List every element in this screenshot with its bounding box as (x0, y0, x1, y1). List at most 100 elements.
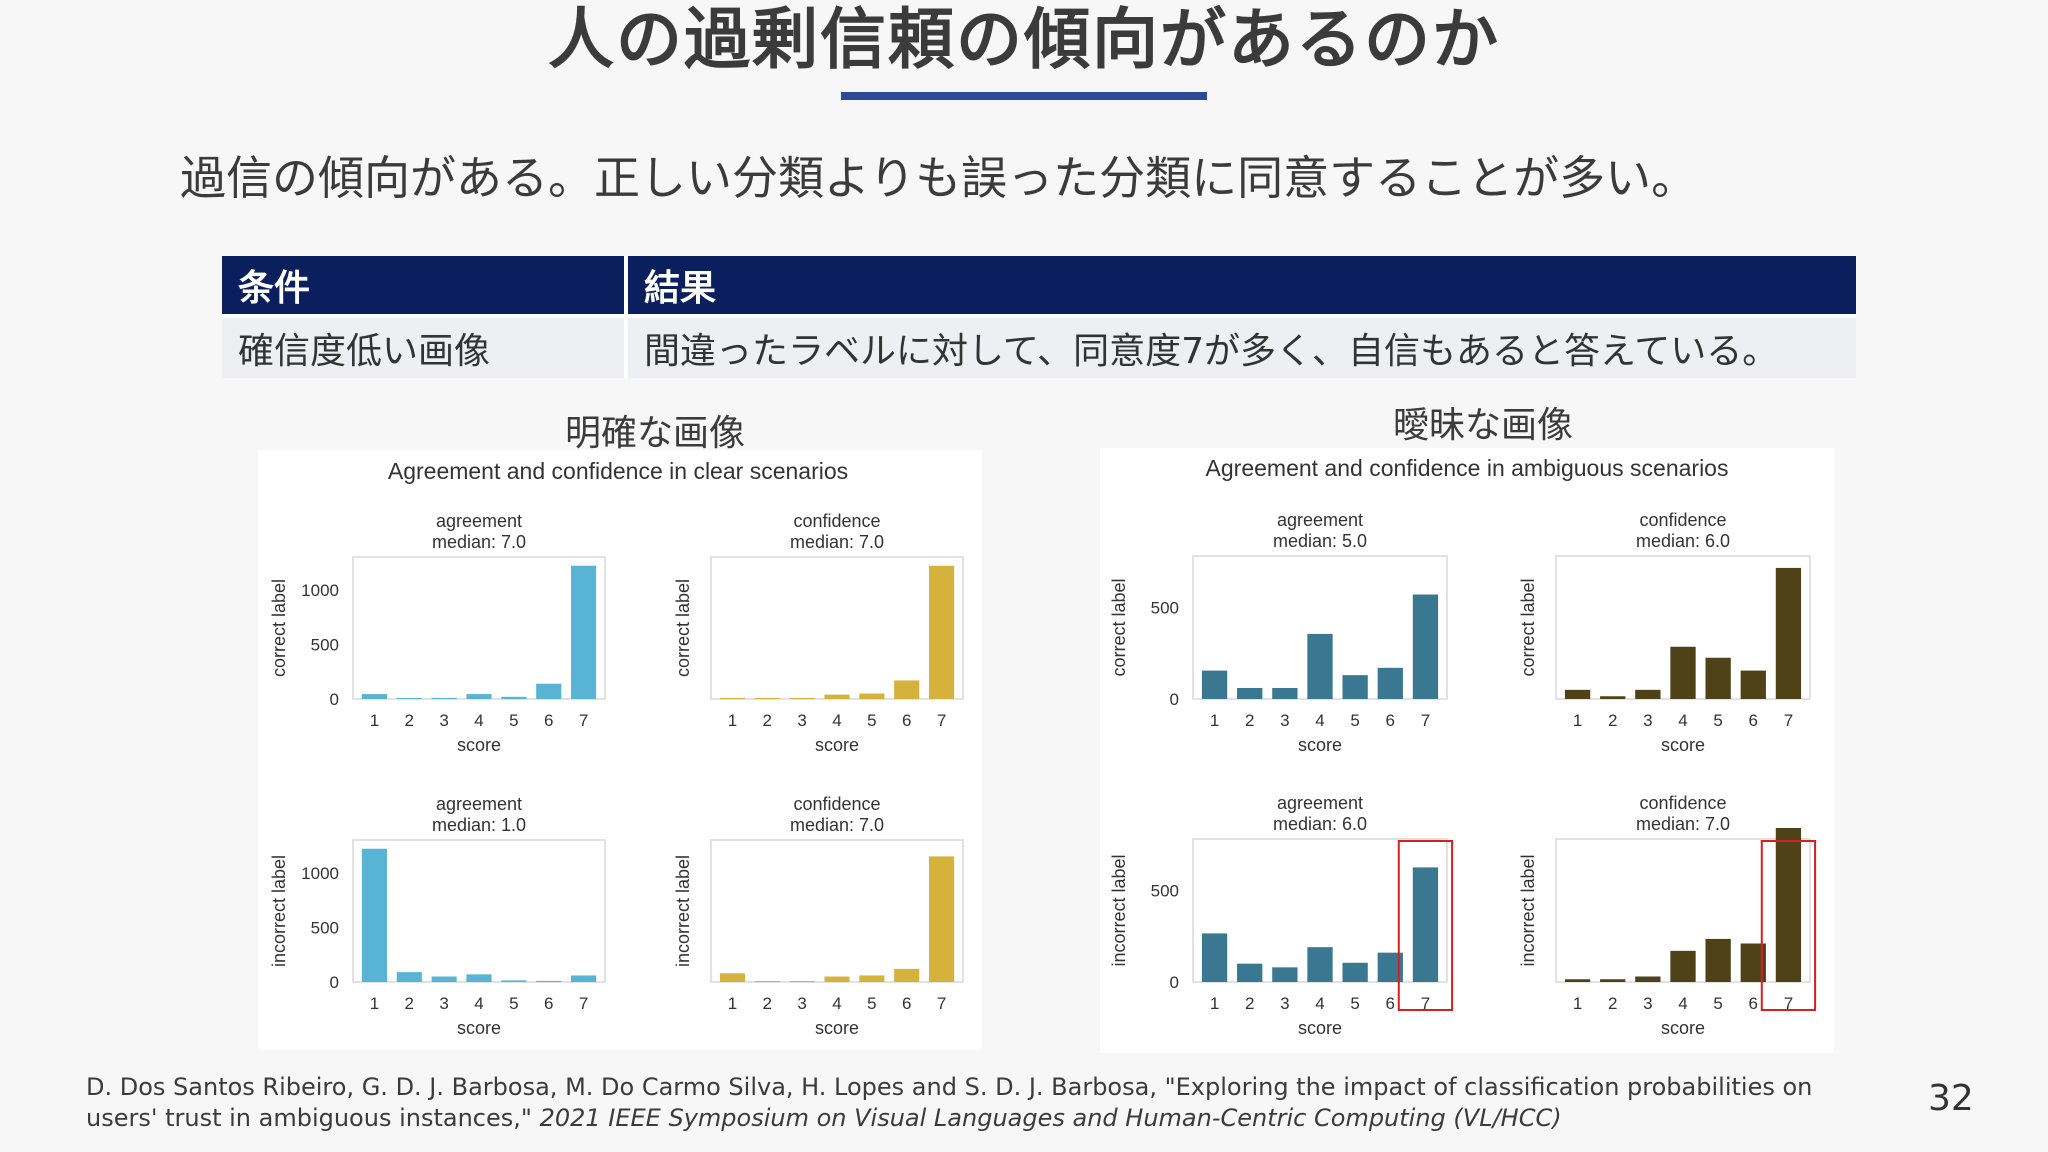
x-tick-label: 3 (1643, 711, 1652, 730)
x-tick-label: 5 (1713, 711, 1722, 730)
highlight-box (1397, 840, 1454, 1011)
clear-scenarios-figure: Agreement and confidence in clear scenar… (258, 450, 982, 1050)
bar-1 (361, 848, 387, 982)
subplot-median-label: median: 7.0 (790, 815, 884, 835)
ambiguous-images-label: 曖昧な画像 (1393, 405, 1574, 446)
bar-4 (1670, 950, 1696, 982)
bar-3 (789, 981, 815, 982)
bar-5 (859, 693, 885, 699)
x-tick-label: 3 (1280, 994, 1289, 1013)
x-tick-label: 6 (1749, 711, 1758, 730)
y-tick-label: 0 (1170, 690, 1179, 709)
subplot-title: confidence (1639, 793, 1726, 813)
bar-7 (1412, 594, 1439, 699)
y-axis-label: correct label (673, 579, 693, 677)
x-tick-label: 2 (1608, 711, 1617, 730)
x-tick-label: 4 (1678, 994, 1687, 1013)
x-tick-label: 7 (937, 711, 946, 730)
x-tick-label: 7 (579, 994, 588, 1013)
x-tick-label: 4 (1315, 711, 1324, 730)
bar-1 (1564, 979, 1591, 982)
x-axis-label: score (1661, 735, 1705, 755)
x-tick-label: 1 (1210, 711, 1219, 730)
x-tick-label: 1 (1573, 994, 1582, 1013)
x-tick-label: 2 (405, 711, 414, 730)
slide-subtitle: 過信の傾向がある。正しい分類よりも誤った分類に同意することが多い。 (180, 151, 1698, 205)
bar-3 (1635, 689, 1661, 699)
plot-frame (710, 839, 964, 983)
x-tick-label: 4 (474, 711, 483, 730)
x-tick-label: 6 (1386, 711, 1395, 730)
x-axis-label: score (457, 735, 501, 755)
table-cell-result: 間違ったラベルに対して、同意度7が多く、自信もあると答えている。 (626, 314, 1856, 378)
bar-6 (1740, 670, 1766, 699)
x-tick-label: 5 (867, 994, 876, 1013)
chart-title: Agreement and confidence in ambiguous sc… (1206, 455, 1729, 481)
x-tick-label: 5 (509, 994, 518, 1013)
bar-1 (1201, 670, 1228, 699)
highlight-box (1760, 840, 1817, 1011)
plot-frame (710, 556, 964, 700)
y-tick-label: 500 (1151, 598, 1179, 617)
subplot-median-label: median: 6.0 (1273, 814, 1367, 834)
subplot-median-label: median: 5.0 (1273, 531, 1367, 551)
x-axis-label: score (457, 1018, 501, 1038)
x-tick-label: 1 (728, 711, 737, 730)
x-tick-label: 6 (544, 994, 553, 1013)
x-axis-label: score (1298, 1018, 1342, 1038)
x-tick-label: 3 (1643, 994, 1652, 1013)
x-tick-label: 1 (728, 994, 737, 1013)
citation-venue: 2021 IEEE Symposium on Visual Languages … (539, 1104, 1562, 1132)
page-number: 32 (1928, 1078, 1974, 1119)
bar-7 (1412, 867, 1439, 982)
bar-6 (536, 683, 562, 699)
bar-4 (466, 974, 492, 982)
slide-title: 人の過剰信頼の傾向があるのか (548, 1, 1500, 78)
y-tick-label: 1000 (301, 864, 339, 883)
bar-1 (1201, 933, 1228, 982)
x-tick-label: 2 (405, 994, 414, 1013)
bar-1 (719, 698, 745, 699)
bar-7 (571, 975, 597, 982)
bar-7 (929, 856, 955, 982)
x-tick-label: 7 (1421, 711, 1430, 730)
x-tick-label: 6 (544, 711, 553, 730)
subplot-title: confidence (793, 511, 880, 531)
plot-frame (352, 839, 606, 983)
x-tick-label: 3 (797, 711, 806, 730)
bar-6 (894, 680, 920, 699)
bar-6 (536, 980, 562, 982)
y-tick-label: 0 (330, 690, 339, 709)
bar-7 (571, 565, 597, 699)
bar-3 (1272, 688, 1298, 699)
bar-3 (1272, 967, 1298, 982)
subplot-median-label: median: 7.0 (432, 532, 526, 552)
bar-2 (1600, 696, 1626, 699)
chart-title: Agreement and confidence in clear scenar… (388, 458, 848, 484)
x-tick-label: 5 (1350, 994, 1359, 1013)
y-tick-label: 500 (311, 635, 339, 654)
citation: D. Dos Santos Ribeiro, G. D. J. Barbosa,… (86, 1072, 1866, 1134)
x-tick-label: 5 (1350, 711, 1359, 730)
bar-2 (1600, 979, 1626, 982)
y-tick-label: 500 (311, 918, 339, 937)
subplot-title: agreement (436, 794, 522, 814)
bar-5 (1342, 675, 1368, 699)
y-tick-label: 500 (1151, 881, 1179, 900)
x-tick-label: 7 (937, 994, 946, 1013)
clear-scenarios-chart: Agreement and confidence in clear scenar… (269, 458, 964, 1038)
bar-6 (894, 968, 920, 982)
x-tick-label: 7 (1421, 994, 1430, 1013)
x-tick-label: 4 (474, 994, 483, 1013)
x-tick-label: 3 (439, 711, 448, 730)
x-tick-label: 3 (1280, 711, 1289, 730)
bar-4 (1307, 633, 1333, 699)
bar-2 (754, 981, 780, 982)
x-tick-label: 7 (1784, 711, 1793, 730)
